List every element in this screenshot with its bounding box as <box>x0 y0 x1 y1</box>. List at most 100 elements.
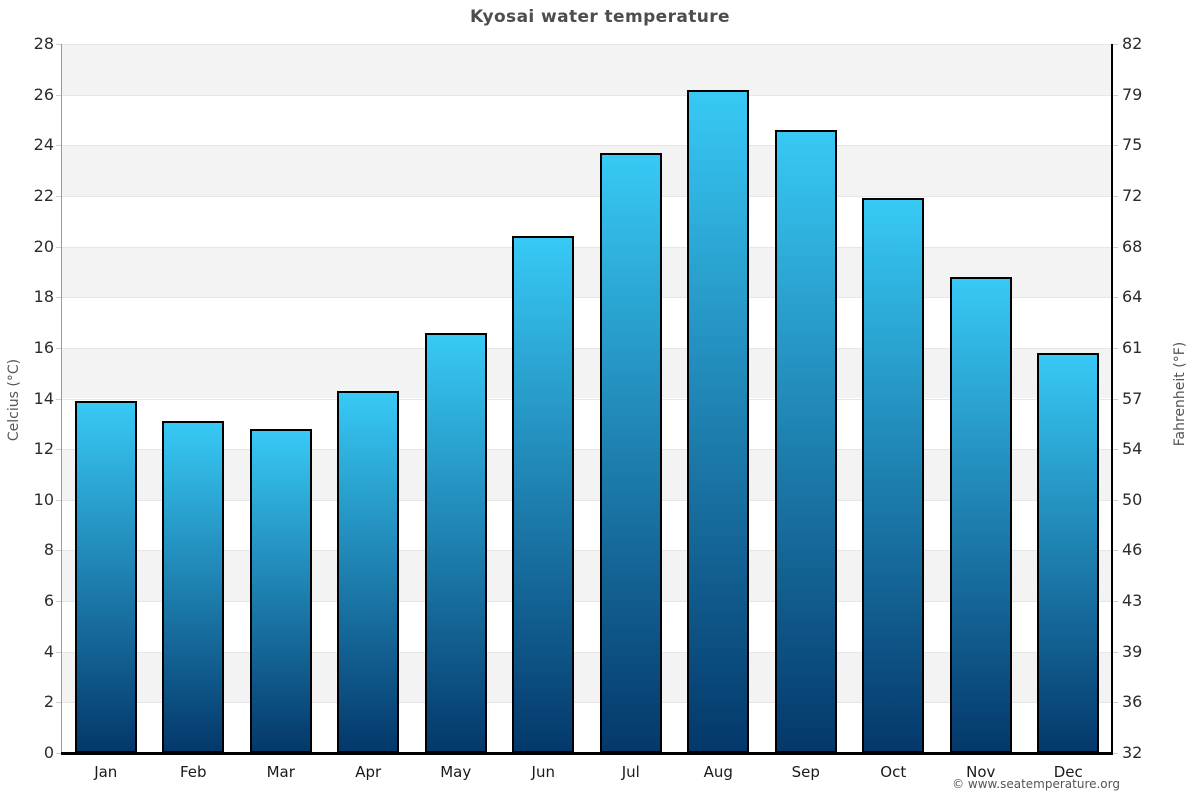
y-axis-title-fahrenheit: Fahrenheit (°F) <box>1172 341 1188 447</box>
gridline-band <box>62 449 1112 500</box>
right-tick-mark <box>1112 651 1118 653</box>
celsius-tick-label: 12 <box>33 439 54 459</box>
x-tick-label-oct: Oct <box>880 763 907 781</box>
left-tick-mark <box>56 449 62 451</box>
celsius-tick-label: 16 <box>33 337 54 357</box>
temperature-bar-jul <box>599 152 662 753</box>
fahrenheit-tick-label: 79 <box>1122 84 1143 104</box>
x-tick-label-feb: Feb <box>179 763 207 781</box>
temperature-bar-apr <box>337 390 400 753</box>
left-tick-mark <box>56 195 62 197</box>
right-tick-mark <box>1112 44 1118 45</box>
gridline-band <box>62 246 1112 298</box>
celsius-tick-label: 10 <box>33 489 54 509</box>
temperature-bar-aug <box>687 89 750 753</box>
right-tick-mark <box>1112 601 1118 603</box>
x-tick-label-may: May <box>440 763 472 781</box>
celsius-tick-label: 0 <box>43 743 54 762</box>
chart-title: Kyosai water temperature <box>470 7 730 27</box>
fahrenheit-tick-label: 64 <box>1122 287 1143 307</box>
left-tick-mark <box>56 499 62 501</box>
temperature-bar-nov <box>949 276 1012 753</box>
left-tick-mark <box>56 145 62 147</box>
right-tick-mark <box>1112 347 1118 349</box>
gridline-band <box>62 601 1112 652</box>
right-tick-mark <box>1112 195 1118 197</box>
right-tick-mark <box>1112 94 1118 96</box>
gridline-band <box>62 195 1112 247</box>
fahrenheit-tick-label: 54 <box>1122 439 1143 459</box>
celsius-tick-label: 20 <box>33 236 54 256</box>
temperature-bar-oct <box>862 198 925 753</box>
right-tick-mark <box>1112 702 1118 704</box>
right-axis-line <box>1111 44 1113 753</box>
temperature-bar-jan <box>74 401 137 753</box>
left-axis-line <box>61 44 62 753</box>
gridline-band <box>62 702 1112 753</box>
right-tick-mark <box>1112 753 1118 754</box>
fahrenheit-tick-label: 68 <box>1122 236 1143 256</box>
celsius-tick-label: 14 <box>33 388 54 408</box>
x-tick-label-dec: Dec <box>1053 763 1083 781</box>
temperature-bar-mar <box>249 428 312 753</box>
celsius-tick-label: 22 <box>33 185 54 205</box>
temperature-bar-jun <box>512 236 575 753</box>
temperature-bar-may <box>424 332 487 753</box>
x-tick-label-jan: Jan <box>94 763 118 781</box>
temperature-bar-sep <box>774 130 837 753</box>
copyright-attribution: © www.seatemperature.org <box>952 777 1120 791</box>
gridline-band <box>62 94 1112 146</box>
gridline-band <box>62 44 1112 95</box>
gridline-band <box>62 297 1112 348</box>
x-tick-label-mar: Mar <box>266 763 295 781</box>
celsius-tick-label: 18 <box>33 287 54 307</box>
right-tick-mark <box>1112 550 1118 552</box>
gridline-band <box>62 651 1112 703</box>
fahrenheit-tick-label: 43 <box>1122 591 1143 611</box>
left-tick-mark <box>56 601 62 603</box>
gridline-band <box>62 499 1112 551</box>
left-tick-mark <box>56 94 62 96</box>
gridline-band <box>62 550 1112 602</box>
left-tick-mark <box>56 398 62 400</box>
temperature-bar-feb <box>162 421 225 753</box>
right-tick-mark <box>1112 499 1118 501</box>
left-tick-mark <box>56 651 62 653</box>
right-tick-mark <box>1112 145 1118 147</box>
right-tick-mark <box>1112 297 1118 299</box>
fahrenheit-tick-label: 57 <box>1122 388 1143 408</box>
left-tick-mark <box>56 753 62 754</box>
x-tick-label-sep: Sep <box>791 763 820 781</box>
plot-area <box>62 44 1112 753</box>
fahrenheit-tick-label: 75 <box>1122 135 1143 155</box>
bottom-axis-line <box>61 752 1113 755</box>
right-tick-mark <box>1112 398 1118 400</box>
fahrenheit-tick-label: 46 <box>1122 540 1143 560</box>
left-tick-mark <box>56 550 62 552</box>
left-tick-mark <box>56 246 62 248</box>
fahrenheit-tick-label: 61 <box>1122 337 1143 357</box>
celsius-tick-label: 2 <box>43 692 54 712</box>
temperature-bar-dec <box>1037 352 1100 753</box>
right-tick-mark <box>1112 449 1118 451</box>
x-tick-label-jul: Jul <box>621 763 640 781</box>
celsius-tick-label: 28 <box>33 34 54 53</box>
fahrenheit-tick-label: 72 <box>1122 185 1143 205</box>
x-tick-label-aug: Aug <box>703 763 733 781</box>
gridline-band <box>62 398 1112 450</box>
fahrenheit-tick-label: 36 <box>1122 692 1143 712</box>
celsius-tick-label: 24 <box>33 135 54 155</box>
left-tick-mark <box>56 297 62 299</box>
celsius-tick-label: 4 <box>43 641 54 661</box>
fahrenheit-tick-label: 82 <box>1122 34 1143 53</box>
gridline-band <box>62 347 1112 399</box>
fahrenheit-tick-label: 32 <box>1122 743 1143 762</box>
right-tick-mark <box>1112 246 1118 248</box>
left-tick-mark <box>56 702 62 704</box>
x-tick-label-jun: Jun <box>531 763 555 781</box>
x-tick-label-apr: Apr <box>355 763 382 781</box>
fahrenheit-tick-label: 39 <box>1122 641 1143 661</box>
celsius-tick-label: 26 <box>33 84 54 104</box>
fahrenheit-tick-label: 50 <box>1122 489 1143 509</box>
